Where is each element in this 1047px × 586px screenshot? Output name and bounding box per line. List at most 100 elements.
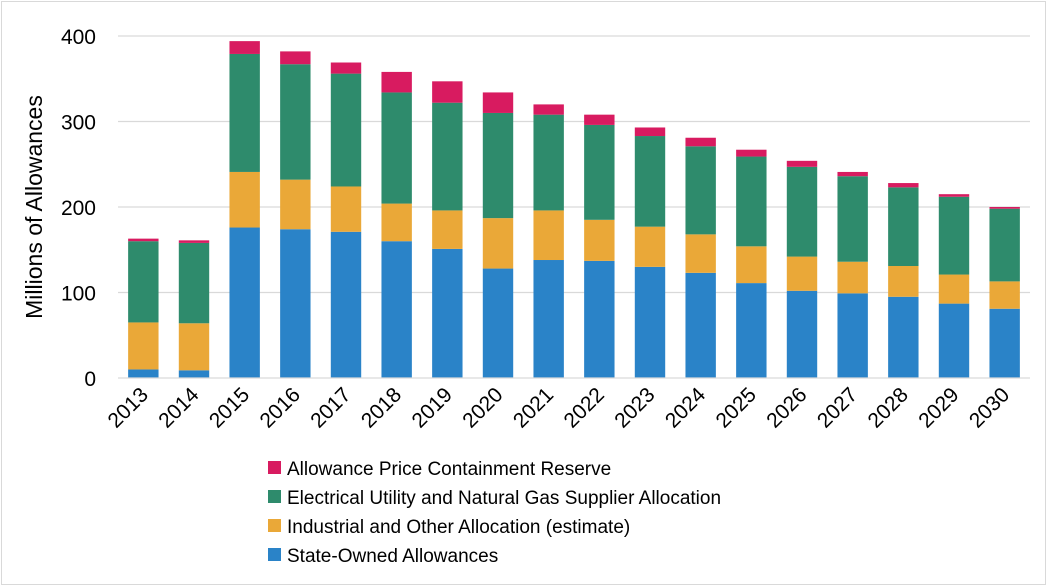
bar-segment <box>330 73 362 187</box>
bar-segment <box>178 240 210 243</box>
x-tick-label: 2025 <box>712 383 761 432</box>
bar-segment <box>128 238 159 242</box>
x-tick-label: 2020 <box>458 383 507 432</box>
bar-segment <box>229 41 260 54</box>
bar-segment <box>280 51 311 65</box>
bar-segment <box>432 210 463 249</box>
y-tick-label: 300 <box>61 112 96 135</box>
bar-segment <box>685 146 716 235</box>
bars-layer <box>128 41 1020 378</box>
bar-segment <box>634 127 666 137</box>
bar-segment <box>432 102 463 211</box>
bar-segment <box>736 149 767 157</box>
y-tick-label: 0 <box>84 368 96 391</box>
legend-label: State-Owned Allowances <box>287 546 498 567</box>
bar-segment <box>482 112 514 219</box>
x-tick-label: 2013 <box>104 383 153 432</box>
bar-segment <box>989 208 1020 282</box>
bar-segment <box>634 226 666 267</box>
x-tick-label: 2017 <box>306 383 355 432</box>
bar-segment <box>989 281 1020 309</box>
bar-segment <box>280 64 311 180</box>
bar-segment <box>634 266 666 378</box>
bar-segment <box>786 256 818 291</box>
legend-swatch <box>268 461 281 474</box>
x-tick-label: 2024 <box>661 383 711 433</box>
bar-segment <box>584 124 615 220</box>
x-tick-label: 2014 <box>154 383 204 433</box>
bar-segment <box>330 62 362 74</box>
bar-segment <box>128 322 159 370</box>
bar-segment <box>381 71 412 93</box>
bar-segment <box>786 166 818 257</box>
bar-segment <box>280 229 311 378</box>
bar-segment <box>888 265 919 297</box>
y-tick-labels: 0 100 200 300 400 <box>61 26 96 391</box>
bar-segment <box>533 104 564 115</box>
bar-segment <box>178 370 210 378</box>
bar-segment <box>482 218 514 269</box>
legend-label: Industrial and Other Allocation (estimat… <box>287 517 630 538</box>
bar-segment <box>280 179 311 230</box>
bar-segment <box>736 283 767 378</box>
legend-swatch <box>268 519 281 532</box>
bar-segment <box>178 242 210 324</box>
bar-segment <box>685 272 716 378</box>
bar-segment <box>381 203 412 242</box>
x-tick-labels: 2013 2014 2015 2016 2017 2018 2019 2020 2021 2022… <box>104 383 1015 433</box>
bar-segment <box>330 231 362 378</box>
bar-segment <box>786 290 818 378</box>
y-tick-label: 100 <box>61 283 96 306</box>
legend-swatch <box>268 490 281 503</box>
gridlines <box>118 35 1030 294</box>
bar-segment <box>128 241 159 323</box>
bar-segment <box>533 210 564 261</box>
x-tick-label: 2021 <box>509 383 558 432</box>
x-tick-label: 2023 <box>610 383 659 432</box>
bar-segment <box>229 53 260 172</box>
bar-segment <box>381 241 412 378</box>
bar-segment <box>432 248 463 378</box>
bar-segment <box>229 227 260 378</box>
x-tick-label: 2015 <box>205 383 254 432</box>
bar-segment <box>989 308 1020 378</box>
bar-segment <box>584 114 615 125</box>
bar-segment <box>989 207 1020 209</box>
x-tick-label: 2019 <box>408 383 457 432</box>
bar-segment <box>330 186 362 232</box>
x-tick-label: 2027 <box>813 383 862 432</box>
bar-segment <box>938 194 970 197</box>
bar-segment <box>685 234 716 273</box>
y-axis-label: Millions of Allowances <box>21 95 47 319</box>
bar-segment <box>533 260 564 378</box>
x-tick-label: 2018 <box>357 383 406 432</box>
x-tick-label: 2030 <box>965 383 1014 432</box>
bar-segment <box>837 171 868 177</box>
legend-label: Allowance Price Containment Reserve <box>287 459 611 480</box>
y-tick-label: 200 <box>61 197 96 220</box>
x-tick-label: 2022 <box>560 383 609 432</box>
bar-segment <box>533 114 564 211</box>
bar-segment <box>736 156 767 247</box>
bar-segment <box>786 160 818 167</box>
bar-segment <box>837 261 868 294</box>
bar-segment <box>584 260 615 378</box>
bar-segment <box>736 246 767 284</box>
bar-segment <box>178 323 210 371</box>
bar-segment <box>938 196 970 275</box>
bar-segment <box>888 187 919 266</box>
x-tick-label: 2028 <box>864 383 913 432</box>
legend: Allowance Price Containment Reserve Elect… <box>268 459 721 567</box>
bar-segment <box>837 176 868 262</box>
bar-segment <box>432 81 463 103</box>
bar-segment <box>685 137 716 147</box>
bar-segment <box>634 136 666 227</box>
bar-segment <box>482 92 514 113</box>
bar-segment <box>229 171 260 228</box>
x-tick-label: 2016 <box>256 383 305 432</box>
bar-segment <box>584 219 615 261</box>
legend-label: Electrical Utility and Natural Gas Suppl… <box>287 488 721 509</box>
bar-segment <box>938 274 970 304</box>
x-tick-label: 2029 <box>914 383 963 432</box>
